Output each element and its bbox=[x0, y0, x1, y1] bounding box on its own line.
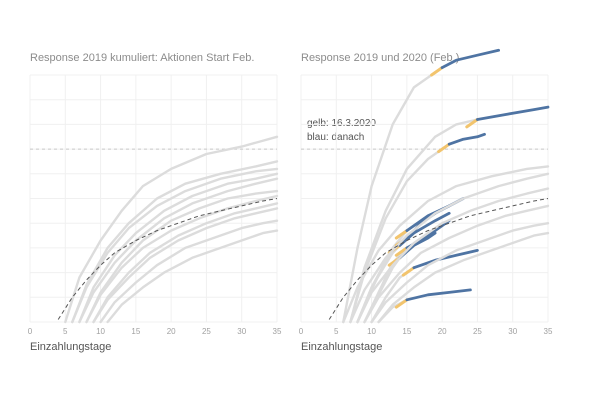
series-marker-16-3-2020 bbox=[394, 246, 409, 257]
series-line-10 bbox=[99, 219, 279, 324]
series-line-3 bbox=[71, 167, 279, 324]
series-line-1 bbox=[64, 135, 279, 324]
series-line-13 bbox=[356, 187, 550, 324]
series-after-line-10 bbox=[405, 288, 472, 302]
x-tick-label: 5 bbox=[63, 327, 68, 336]
series-marker-16-3-2020 bbox=[394, 298, 409, 309]
series-line-1 bbox=[342, 66, 444, 324]
series-after-line-3 bbox=[476, 105, 550, 121]
x-tick-label: 35 bbox=[544, 327, 553, 336]
series-marker-16-3-2020 bbox=[430, 66, 444, 77]
annotation-yellow-line: gelb: 16.3.2020 bbox=[307, 118, 376, 129]
series-after-line-6 bbox=[398, 211, 451, 247]
x-tick-label: 10 bbox=[96, 327, 105, 336]
series-marker-16-3-2020 bbox=[437, 142, 451, 154]
x-tick-label: 25 bbox=[473, 327, 482, 336]
series-line-6 bbox=[85, 189, 279, 324]
series-after-line-9 bbox=[412, 249, 479, 270]
series-line-3 bbox=[349, 118, 479, 324]
x-tick-label: 15 bbox=[131, 327, 140, 336]
series-line-11 bbox=[342, 165, 550, 324]
x-tick-label: 30 bbox=[508, 327, 517, 336]
chart-panel-2: 0 5 10 15 20 25 30 35 bbox=[299, 48, 553, 336]
series-line-4 bbox=[78, 172, 279, 324]
series-line-9 bbox=[92, 207, 279, 324]
x-tick-label: 20 bbox=[167, 327, 176, 336]
right-x-axis-label: Einzahlungstage bbox=[301, 341, 383, 353]
x-tick-label: 10 bbox=[367, 327, 376, 336]
series-line-16 bbox=[377, 231, 550, 324]
x-tick-label: 0 bbox=[299, 327, 304, 336]
x-tick-label: 30 bbox=[237, 327, 246, 336]
x-tick-label: 5 bbox=[334, 327, 339, 336]
series-marker-16-3-2020 bbox=[394, 229, 409, 240]
x-tick-label: 35 bbox=[273, 327, 282, 336]
x-tick-label: 25 bbox=[202, 327, 211, 336]
series-line-15 bbox=[370, 222, 550, 324]
series-line-12 bbox=[349, 172, 550, 324]
x-tick-label: 20 bbox=[438, 327, 447, 336]
series-after-line-1 bbox=[440, 48, 500, 69]
right-chart-title: Response 2019 und 2020 (Feb.) bbox=[301, 52, 460, 64]
series-marker-16-3-2020 bbox=[465, 118, 479, 129]
series-line-5 bbox=[78, 177, 279, 324]
x-tick-label: 0 bbox=[28, 327, 33, 336]
series-after-line-2 bbox=[447, 132, 486, 146]
x-tick-label: 15 bbox=[402, 327, 411, 336]
series-line-7 bbox=[85, 194, 279, 324]
series-line-8 bbox=[92, 202, 279, 324]
trend-line bbox=[57, 198, 278, 320]
legend-annotation: gelb: 16.3.2020 blau: danach bbox=[307, 117, 376, 145]
series-line-11 bbox=[106, 229, 279, 324]
series-line-14 bbox=[363, 204, 550, 324]
chart-panel-1: 0 5 10 15 20 25 30 35 bbox=[28, 74, 282, 336]
left-chart-title: Response 2019 kumuliert: Aktionen Start … bbox=[30, 52, 255, 64]
series-marker-16-3-2020 bbox=[401, 266, 416, 277]
trend-line bbox=[328, 198, 549, 320]
left-x-axis-label: Einzahlungstage bbox=[30, 341, 112, 353]
annotation-blue-line: blau: danach bbox=[307, 132, 365, 143]
